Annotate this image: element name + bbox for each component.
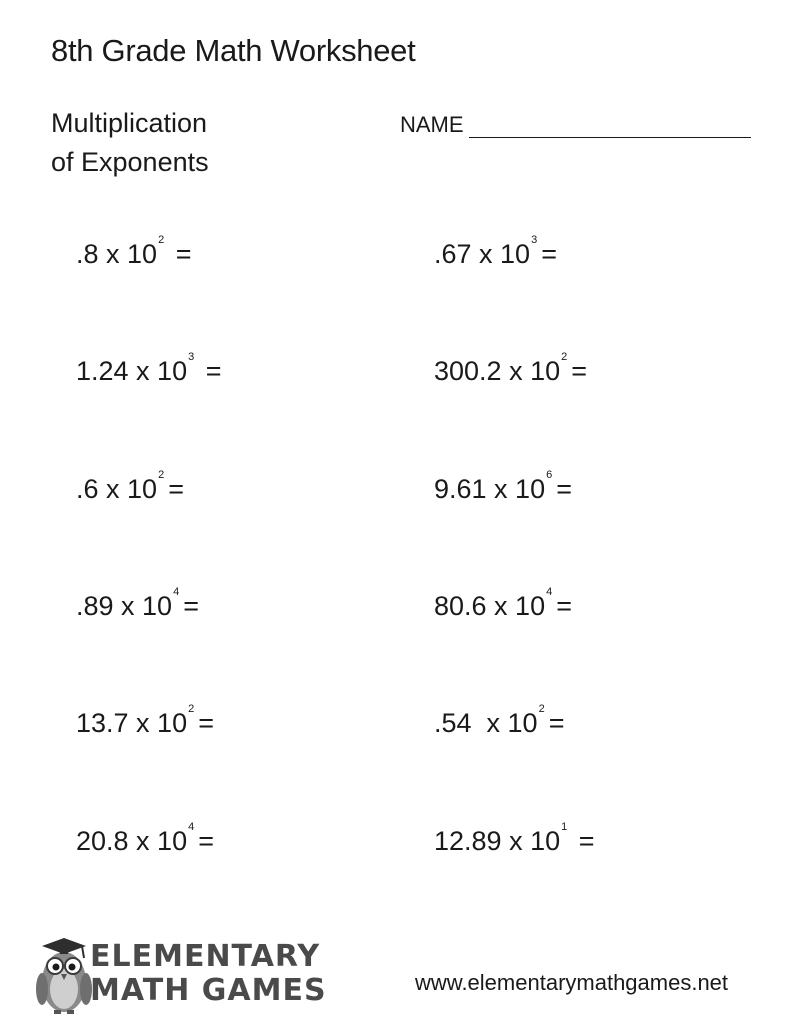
- worksheet-title: 8th Grade Math Worksheet: [51, 33, 416, 68]
- problem-7: .89 x 104 =: [76, 586, 199, 628]
- problem-6: 9.61 x 106 =: [434, 469, 572, 511]
- problem-exponent: 3: [188, 351, 195, 363]
- name-field: NAME: [400, 112, 751, 138]
- equals-sign: =: [541, 239, 557, 269]
- problem-exponent: 2: [158, 469, 165, 481]
- problem-exponent: 4: [188, 821, 195, 833]
- problem-exponent: 4: [546, 586, 553, 598]
- equals-sign: =: [205, 356, 222, 386]
- worksheet-subtitle: Multiplication of Exponents: [51, 104, 209, 182]
- name-blank-line[interactable]: [468, 137, 751, 138]
- equals-sign: =: [183, 591, 199, 621]
- problem-exponent: 2: [538, 703, 545, 715]
- problem-base: 80.6 x 10: [434, 591, 546, 621]
- problem-base: 1.24 x 10: [76, 356, 188, 386]
- problem-base: 9.61 x 10: [434, 474, 546, 504]
- problem-4: 300.2 x 102 =: [434, 351, 588, 393]
- brand-logo-text: ELEMENTARY MATH GAMES: [90, 940, 327, 1008]
- owl-logo-icon: [36, 938, 92, 1014]
- problem-exponent: 2: [188, 703, 195, 715]
- equals-sign: =: [175, 239, 192, 269]
- problem-base: .6 x 10: [76, 474, 158, 504]
- problem-base: .8 x 10: [76, 239, 158, 269]
- problem-5: .6 x 102 =: [76, 469, 184, 511]
- problem-base: .54 x 10: [434, 708, 538, 738]
- problem-exponent: 3: [531, 234, 538, 246]
- problem-11: 20.8 x 104 =: [76, 821, 214, 863]
- problem-base: 13.7 x 10: [76, 708, 188, 738]
- logo-line-2: MATH GAMES: [90, 973, 327, 1008]
- problem-exponent: 2: [561, 351, 568, 363]
- equals-sign: =: [578, 826, 595, 856]
- problem-exponent: 6: [546, 469, 553, 481]
- equals-sign: =: [556, 591, 572, 621]
- problem-10: .54 x 102 =: [434, 703, 565, 745]
- problem-exponent: 1: [561, 821, 568, 833]
- name-label: NAME: [400, 112, 464, 137]
- problem-8: 80.6 x 104 =: [434, 586, 572, 628]
- website-url[interactable]: www.elementarymathgames.net: [415, 970, 729, 995]
- problem-base: .89 x 10: [76, 591, 173, 621]
- problem-9: 13.7 x 102 =: [76, 703, 214, 745]
- equals-sign: =: [198, 708, 214, 738]
- problem-12: 12.89 x 101 =: [434, 821, 595, 863]
- equals-sign: =: [548, 708, 565, 738]
- problem-base: 300.2 x 10: [434, 356, 561, 386]
- problem-base: 20.8 x 10: [76, 826, 188, 856]
- equals-sign: =: [556, 474, 572, 504]
- logo-line-1: ELEMENTARY: [90, 939, 321, 974]
- equals-sign: =: [168, 474, 184, 504]
- equals-sign: =: [198, 826, 214, 856]
- problem-3: 1.24 x 103 =: [76, 351, 222, 393]
- equals-sign: =: [571, 356, 588, 386]
- problem-base: 12.89 x 10: [434, 826, 561, 856]
- subtitle-line-1: Multiplication: [51, 108, 208, 138]
- subtitle-line-2: of Exponents: [51, 147, 209, 177]
- problem-exponent: 2: [158, 234, 165, 246]
- problem-exponent: 4: [173, 586, 180, 598]
- problem-base: .67 x 10: [434, 239, 531, 269]
- problem-2: .67 x 103 =: [434, 234, 557, 276]
- problem-1: .8 x 102 =: [76, 234, 192, 276]
